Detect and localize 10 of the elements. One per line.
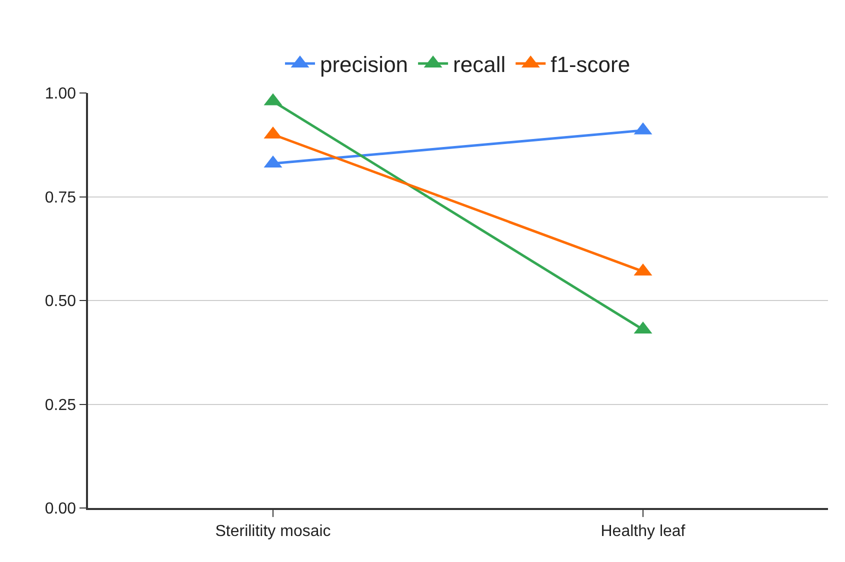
legend-label: recall	[453, 52, 506, 78]
y-tick-label: 0.75	[44, 189, 76, 206]
y-tick-label: 0.25	[44, 396, 76, 414]
x-tick-label: Healthy leaf	[600, 522, 686, 540]
y-tick-label: 0.00	[44, 500, 76, 518]
y-tick-label: 1.00	[44, 86, 76, 103]
x-tick-label: Sterilitity mosaic	[215, 522, 331, 540]
legend-label: f1-score	[550, 52, 630, 78]
y-tick-label: 0.50	[44, 293, 76, 310]
legend-label: precision	[320, 52, 408, 78]
